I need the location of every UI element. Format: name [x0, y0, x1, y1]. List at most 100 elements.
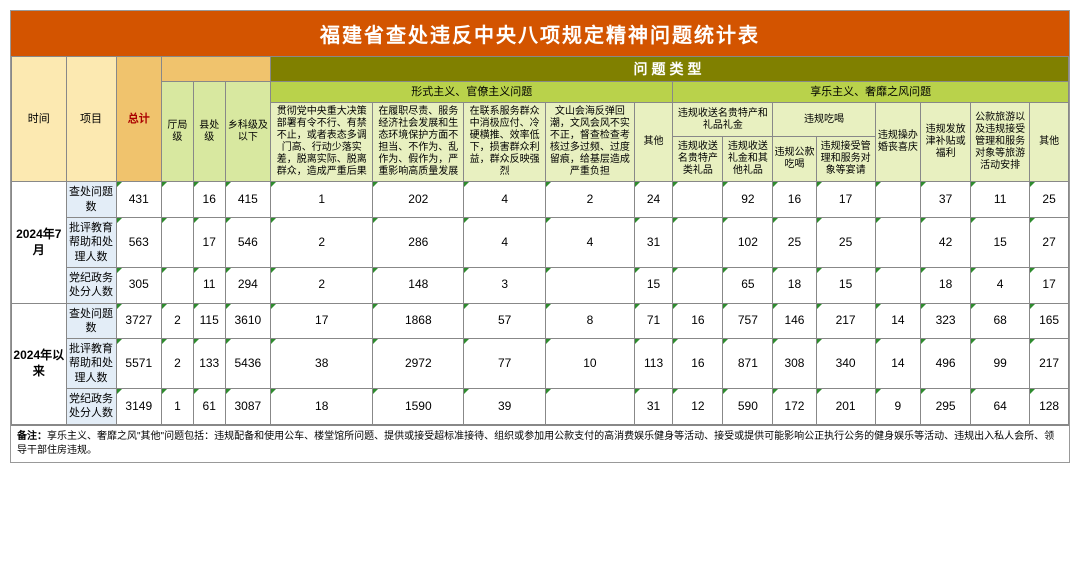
- note-label: 备注：: [17, 431, 47, 442]
- data-cell: 2: [162, 303, 194, 339]
- data-cell: 113: [634, 339, 673, 389]
- data-cell: 25: [1030, 182, 1069, 218]
- hdr-hedon: 享乐主义、奢靡之风问题: [673, 82, 1069, 103]
- data-cell: 27: [1030, 218, 1069, 268]
- data-cell: 68: [971, 303, 1030, 339]
- data-cell: 2: [546, 182, 635, 218]
- data-cell: [162, 267, 194, 303]
- data-cell: 15: [816, 267, 875, 303]
- data-cell: 2972: [373, 339, 464, 389]
- data-cell: 5436: [225, 339, 270, 389]
- data-cell: 128: [1030, 389, 1069, 425]
- data-cell: 16: [673, 303, 723, 339]
- period-label: 2024年以来: [12, 303, 67, 424]
- data-cell: 64: [971, 389, 1030, 425]
- table-row: 批评教育帮助和处理人数56317546228644311022525421527: [12, 218, 1069, 268]
- data-cell: 202: [373, 182, 464, 218]
- data-cell: 563: [116, 218, 161, 268]
- data-cell: 24: [634, 182, 673, 218]
- data-cell: 146: [773, 303, 816, 339]
- data-cell: 17: [271, 303, 373, 339]
- data-cell: 12: [673, 389, 723, 425]
- data-cell: 16: [193, 182, 225, 218]
- data-cell: 148: [373, 267, 464, 303]
- data-cell: 3149: [116, 389, 161, 425]
- data-cell: [546, 267, 635, 303]
- data-cell: 308: [773, 339, 816, 389]
- data-cell: 17: [193, 218, 225, 268]
- data-cell: 294: [225, 267, 270, 303]
- hdr-g1t: 违规收送名贵特产和礼品礼金: [673, 103, 773, 136]
- table-row: 2024年以来查处问题数3727211536101718685787116757…: [12, 303, 1069, 339]
- hdr-xiangke: 乡科级及以下: [225, 82, 270, 182]
- data-cell: 757: [723, 303, 773, 339]
- data-cell: 871: [723, 339, 773, 389]
- data-cell: 286: [373, 218, 464, 268]
- data-cell: 61: [193, 389, 225, 425]
- data-cell: 38: [271, 339, 373, 389]
- page-title: 福建省查处违反中央八项规定精神问题统计表: [11, 11, 1069, 56]
- hdr-c2: 在履职尽责、服务经济社会发展和生态环境保护方面不担当、不作为、乱作为、假作为，严…: [373, 103, 464, 182]
- data-cell: 17: [1030, 267, 1069, 303]
- data-cell: 3610: [225, 303, 270, 339]
- data-cell: [673, 182, 723, 218]
- data-cell: 65: [723, 267, 773, 303]
- data-cell: [162, 182, 194, 218]
- data-cell: [673, 218, 723, 268]
- data-cell: 18: [271, 389, 373, 425]
- hdr-g1a: 违规收送名贵特产类礼品: [673, 136, 723, 182]
- data-cell: 37: [921, 182, 971, 218]
- data-cell: 25: [816, 218, 875, 268]
- data-cell: 496: [921, 339, 971, 389]
- data-cell: 4: [464, 182, 546, 218]
- hdr-g5: 公款旅游以及违规接受管理和服务对象等旅游活动安排: [971, 103, 1030, 182]
- data-cell: 1: [162, 389, 194, 425]
- data-cell: [875, 267, 920, 303]
- row-label: 党纪政务处分人数: [66, 389, 116, 425]
- stats-table: 时间 项目 总计 问题类型 厅局级 县处级 乡科级及以下 形式主义、官僚主义问题…: [11, 56, 1069, 425]
- data-cell: 77: [464, 339, 546, 389]
- table-row: 党纪政务处分人数30511294214831565181518417: [12, 267, 1069, 303]
- data-cell: 1: [271, 182, 373, 218]
- data-cell: [673, 267, 723, 303]
- row-label: 查处问题数: [66, 182, 116, 218]
- data-cell: 39: [464, 389, 546, 425]
- data-cell: 305: [116, 267, 161, 303]
- data-cell: [546, 389, 635, 425]
- hdr-c5: 其他: [634, 103, 673, 182]
- data-cell: 14: [875, 339, 920, 389]
- data-cell: 9: [875, 389, 920, 425]
- data-cell: 4: [464, 218, 546, 268]
- hdr-total: 总计: [116, 57, 161, 182]
- row-label: 党纪政务处分人数: [66, 267, 116, 303]
- data-cell: 102: [723, 218, 773, 268]
- data-cell: 18: [921, 267, 971, 303]
- data-cell: 92: [723, 182, 773, 218]
- data-cell: 133: [193, 339, 225, 389]
- data-cell: 2: [162, 339, 194, 389]
- data-cell: 2: [271, 267, 373, 303]
- footnote: 备注：享乐主义、奢靡之风"其他"问题包括：违规配备和使用公车、楼堂馆所问题、提供…: [11, 425, 1069, 462]
- data-cell: 17: [816, 182, 875, 218]
- data-cell: 15: [971, 218, 1030, 268]
- data-cell: 323: [921, 303, 971, 339]
- hdr-g2t: 违规吃喝: [773, 103, 875, 136]
- hdr-problem-type: 问题类型: [271, 57, 1069, 82]
- data-cell: 217: [816, 303, 875, 339]
- hdr-time: 时间: [12, 57, 67, 182]
- data-cell: 15: [634, 267, 673, 303]
- hdr-g6: 其他: [1030, 103, 1069, 182]
- hdr-g3: 违规操办婚丧喜庆: [875, 103, 920, 182]
- data-cell: 201: [816, 389, 875, 425]
- data-cell: 57: [464, 303, 546, 339]
- data-cell: 1590: [373, 389, 464, 425]
- hdr-tingju: 厅局级: [162, 82, 194, 182]
- data-cell: 8: [546, 303, 635, 339]
- data-cell: 4: [971, 267, 1030, 303]
- data-cell: 99: [971, 339, 1030, 389]
- hdr-item: 项目: [66, 57, 116, 182]
- data-cell: [162, 218, 194, 268]
- table-row: 2024年7月查处问题数4311641512024224921617371125: [12, 182, 1069, 218]
- data-cell: 11: [193, 267, 225, 303]
- hdr-xianchu: 县处级: [193, 82, 225, 182]
